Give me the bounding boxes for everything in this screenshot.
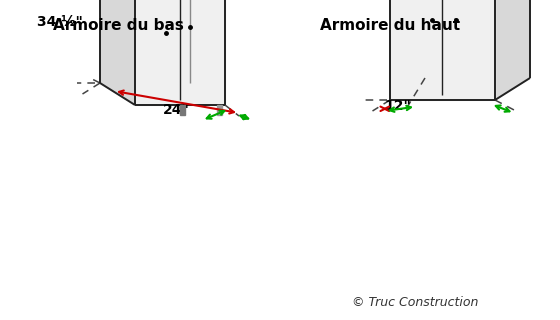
Text: © Truc Construction: © Truc Construction xyxy=(352,295,478,308)
Bar xyxy=(217,105,222,115)
Text: 12": 12" xyxy=(385,99,412,113)
Text: 34 ½": 34 ½" xyxy=(37,14,83,28)
Polygon shape xyxy=(100,0,135,105)
Polygon shape xyxy=(135,0,225,105)
Text: Armoire du haut: Armoire du haut xyxy=(320,18,460,33)
Polygon shape xyxy=(390,0,495,100)
Polygon shape xyxy=(495,0,530,100)
Bar xyxy=(180,105,185,115)
Text: Armoire du bas: Armoire du bas xyxy=(53,18,184,33)
Text: 24": 24" xyxy=(163,103,190,117)
